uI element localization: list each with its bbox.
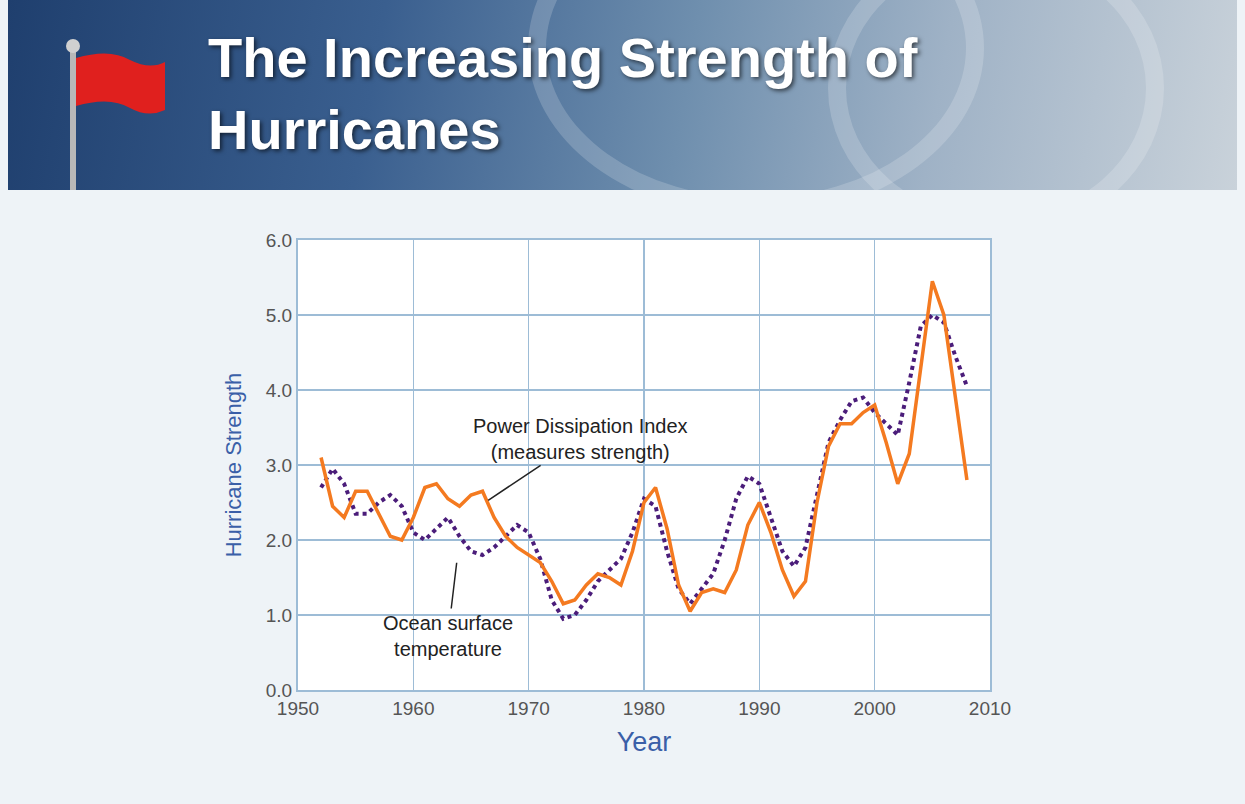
- svg-text:1980: 1980: [623, 698, 665, 719]
- svg-text:1990: 1990: [738, 698, 780, 719]
- svg-text:0.0: 0.0: [266, 680, 292, 701]
- svg-text:Year: Year: [617, 727, 672, 757]
- svg-text:5.0: 5.0: [266, 305, 292, 326]
- svg-text:1960: 1960: [392, 698, 434, 719]
- html-text:The Increasing Strength of Hur: The Increasing Strength of Hurricanes: [208, 26, 918, 161]
- svg-text:4.0: 4.0: [266, 380, 292, 401]
- svg-text:1970: 1970: [508, 698, 550, 719]
- svg-text:2.0: 2.0: [266, 530, 292, 551]
- svg-text:3.0: 3.0: [266, 455, 292, 476]
- svg-text:2000: 2000: [854, 698, 896, 719]
- svg-text:2010: 2010: [969, 698, 1011, 719]
- svg-text:6.0: 6.0: [266, 230, 292, 251]
- svg-text:1.0: 1.0: [266, 605, 292, 626]
- svg-text:Power Dissipation Index(measur: Power Dissipation Index(measures strengt…: [473, 415, 688, 463]
- svg-text:Ocean surfacetemperature: Ocean surfacetemperature: [383, 612, 513, 660]
- svg-text:1950: 1950: [277, 698, 319, 719]
- svg-text:Hurricane Strength: Hurricane Strength: [221, 373, 246, 558]
